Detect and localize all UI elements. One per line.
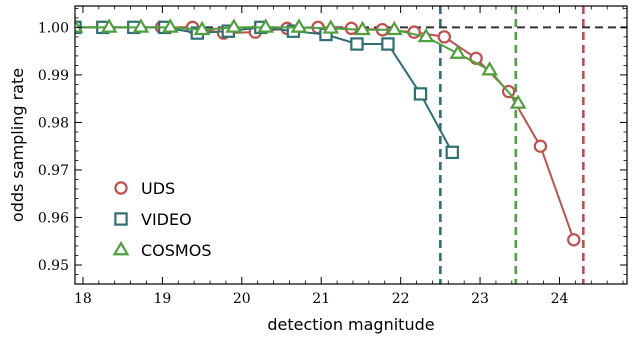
uds-point <box>567 233 581 247</box>
y-tick-label: 0.96 <box>38 210 69 226</box>
series-cosmos <box>75 18 527 109</box>
cosmos-point <box>132 18 150 33</box>
cosmos-point <box>385 20 403 36</box>
y-tick-label: 0.95 <box>38 258 69 274</box>
x-tick-label: 23 <box>471 291 489 307</box>
legend-item-cosmos: COSMOS <box>112 241 211 260</box>
x-tick-label: 20 <box>233 291 251 307</box>
legend-label-uds: UDS <box>141 179 175 198</box>
x-tick-label: 19 <box>153 291 171 307</box>
cosmos-point <box>257 18 274 33</box>
x-tick-label: 24 <box>551 291 569 307</box>
legend-item-uds: UDS <box>114 179 175 198</box>
cosmos-point <box>417 27 435 43</box>
y-tick-label: 0.99 <box>38 68 69 84</box>
uds-point <box>437 30 452 44</box>
legend-marker-cosmos <box>112 241 130 256</box>
cosmos-point <box>100 18 118 33</box>
legend-label-video: VIDEO <box>141 210 192 229</box>
y-tick-label: 0.98 <box>38 115 69 131</box>
video-point <box>350 37 364 51</box>
video-point <box>445 145 459 160</box>
video-point <box>381 37 395 51</box>
cosmos-point <box>225 18 243 33</box>
legend-label-cosmos: COSMOS <box>141 241 211 260</box>
cosmos-point <box>161 18 179 33</box>
cosmos-point <box>322 19 340 34</box>
legend: UDS VIDEO COSMOS <box>112 179 211 260</box>
x-tick-label: 18 <box>74 291 92 307</box>
cosmos-point <box>449 44 467 59</box>
uds-point <box>533 139 548 153</box>
x-tick-label: 22 <box>392 291 410 307</box>
cosmos-point <box>509 94 527 109</box>
plot-frame <box>74 5 628 285</box>
cosmos-point <box>75 18 84 33</box>
x-tick-label: 21 <box>312 291 330 307</box>
y-tick-label: 1.00 <box>38 20 69 36</box>
legend-marker-video <box>114 212 128 226</box>
cosmos-point <box>193 20 211 36</box>
cosmos-point <box>354 20 371 36</box>
video-point <box>413 87 428 101</box>
x-axis-title: detection magnitude <box>267 315 434 334</box>
legend-marker-uds <box>114 181 128 195</box>
cosmos-point <box>481 61 498 76</box>
legend-item-video: VIDEO <box>114 210 192 229</box>
cosmos-point <box>290 18 308 33</box>
y-axis-title: odds sampling rate <box>8 68 27 222</box>
y-tick-label: 0.97 <box>38 163 69 179</box>
